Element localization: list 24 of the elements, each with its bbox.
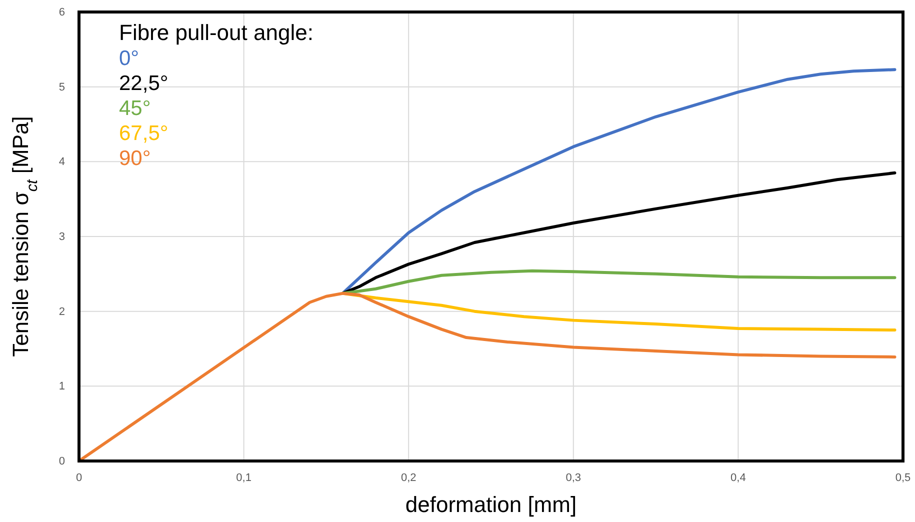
text: 90°: [119, 147, 151, 170]
y-tick-label: 6: [58, 6, 65, 19]
y-tick-label: 5: [58, 81, 65, 94]
y-tick-label: 4: [58, 156, 65, 168]
text: 0°: [119, 47, 140, 70]
y-tick-label: 0: [58, 456, 65, 468]
x-tick-label: 0,3: [566, 472, 582, 484]
line-series: [341, 269, 896, 295]
text: 67,5°: [119, 122, 168, 145]
y-tick-label: 1: [58, 380, 65, 393]
x-tick-label: 0,1: [236, 472, 252, 484]
x-tick-label: 0: [76, 472, 82, 484]
x-axis-title: deformation [mm]: [405, 492, 577, 517]
line-series: [341, 171, 896, 295]
y-tick-label: 3: [58, 231, 65, 244]
x-tick-label: 0,2: [400, 472, 416, 484]
line-series: [78, 292, 896, 462]
line-series: [341, 68, 896, 295]
legend-title: Fibre pull-out angle:: [119, 20, 314, 45]
x-tick-label: 0,4: [730, 472, 746, 484]
text: 22,5°: [119, 72, 168, 95]
x-tick-label: 0,5: [895, 472, 911, 484]
y-tick-label: 2: [58, 306, 65, 318]
text: 45°: [119, 97, 151, 120]
